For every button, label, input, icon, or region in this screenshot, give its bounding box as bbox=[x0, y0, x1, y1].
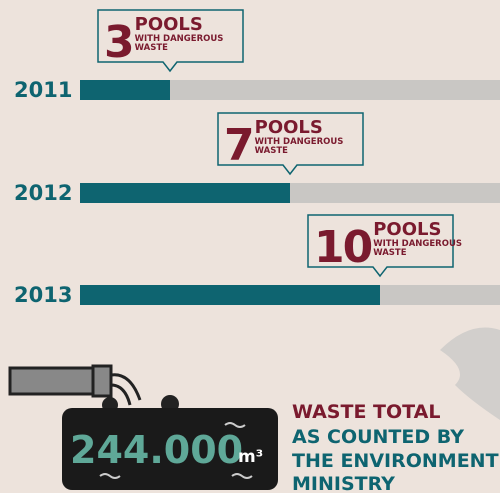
infographic: 244.000 m³ WASTE TOTAL AS COUNTED BY THE… bbox=[0, 0, 500, 493]
callout-value: 10 bbox=[314, 222, 372, 273]
bar bbox=[80, 285, 380, 305]
callout-value: 7 bbox=[224, 120, 253, 171]
callout-subtitle: WASTE bbox=[135, 43, 168, 53]
caption-line: MINISTRY bbox=[292, 473, 395, 493]
bar bbox=[80, 183, 290, 203]
total-unit: m³ bbox=[238, 447, 263, 467]
callout-title: POOLS bbox=[373, 219, 441, 240]
year-label: 2013 bbox=[14, 283, 72, 307]
caption-line: THE ENVIRONMENT bbox=[292, 450, 499, 472]
callout-value: 3 bbox=[104, 17, 133, 68]
bar bbox=[80, 80, 170, 100]
decor-shape bbox=[440, 328, 500, 421]
callout-subtitle: WASTE bbox=[255, 146, 288, 156]
callout-title: POOLS bbox=[135, 14, 203, 35]
caption-line: AS COUNTED BY bbox=[292, 426, 464, 448]
caption-line: WASTE TOTAL bbox=[292, 401, 440, 423]
year-label: 2011 bbox=[14, 78, 72, 102]
callout-title: POOLS bbox=[255, 117, 323, 138]
callout-subtitle: WASTE bbox=[373, 248, 406, 258]
pipe bbox=[10, 366, 179, 413]
total-amount: 244.000 bbox=[70, 428, 243, 472]
year-label: 2012 bbox=[14, 181, 72, 205]
